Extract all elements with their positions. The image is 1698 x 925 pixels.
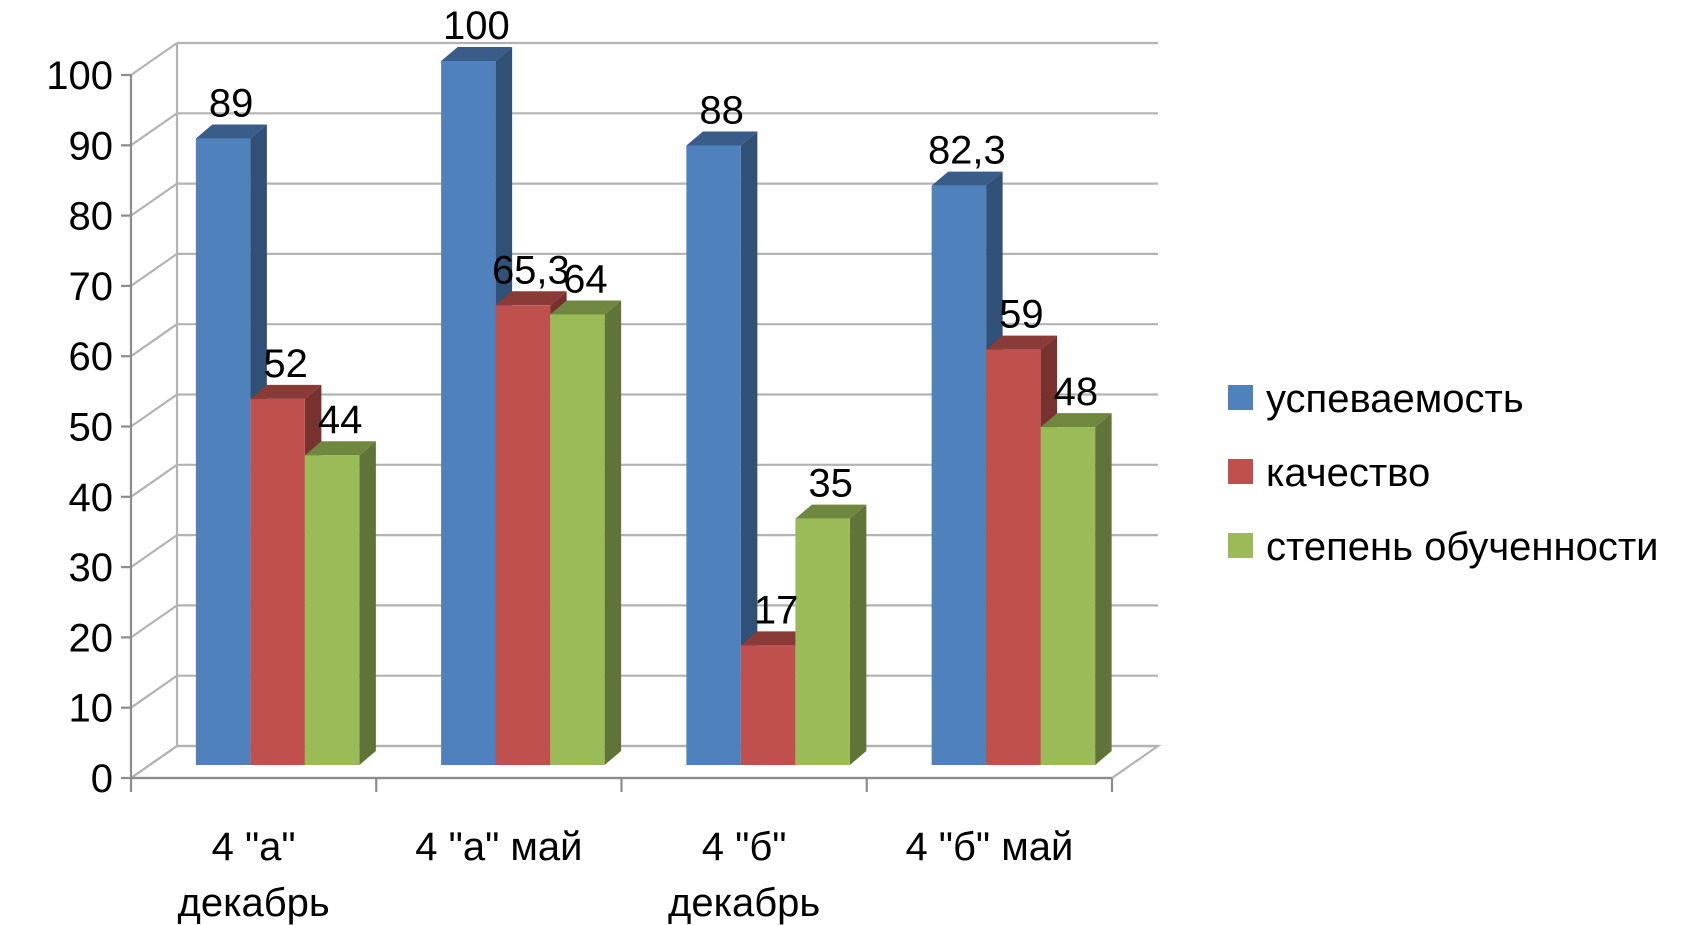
bar: [304, 455, 360, 765]
x-tick-label-line: декабрь: [178, 881, 330, 925]
bar-side: [359, 441, 376, 765]
gridline-side: [130, 604, 178, 639]
gridline-side: [130, 112, 178, 147]
x-tick-label: 4 "б" май: [905, 825, 1073, 869]
y-tick-label: 60: [69, 335, 114, 379]
y-tick-label: 0: [91, 757, 113, 801]
bar-side: [849, 504, 867, 765]
bar: [686, 145, 741, 766]
bar: [250, 398, 305, 765]
bar: [195, 138, 251, 765]
x-tick-label-line: 4 "а" май: [415, 825, 582, 869]
y-tick-label: 50: [69, 406, 114, 450]
bar: [1040, 427, 1096, 765]
x-tick-label-line: 4 "б": [702, 825, 787, 869]
gridline-side: [130, 252, 178, 287]
data-label: 48: [1054, 370, 1099, 414]
bar-top: [495, 291, 567, 306]
data-label: 17: [754, 588, 799, 632]
legend-label: успеваемость: [1266, 377, 1524, 421]
bar-side: [740, 131, 758, 766]
y-tick-label: 40: [69, 476, 114, 520]
x-tick-label: 4 "а" декабрь: [178, 825, 330, 925]
x-tick-label: 4 "а" май: [415, 825, 582, 869]
legend-swatch: [1228, 459, 1253, 484]
data-label: 82,3: [928, 129, 1006, 173]
bar-side: [1095, 413, 1112, 765]
data-label: 35: [808, 462, 853, 506]
y-tick-label: 100: [46, 54, 113, 98]
gridline-side: [130, 534, 178, 569]
gridline-side: [130, 674, 178, 709]
bar: [495, 305, 551, 765]
gridline-side: [130, 323, 178, 358]
gridline-side: [130, 42, 178, 76]
data-label: 59: [999, 293, 1044, 337]
bar: [550, 314, 605, 765]
legend-swatch: [1228, 385, 1253, 410]
bar-top: [686, 131, 758, 146]
bar-side: [604, 300, 622, 765]
bar-top: [250, 384, 322, 399]
data-label: 52: [263, 342, 308, 386]
data-label: 65,3: [492, 248, 570, 292]
data-label: 100: [443, 4, 510, 48]
bar-top: [986, 335, 1058, 350]
y-tick-label: 20: [69, 616, 114, 660]
data-label: 89: [209, 81, 254, 125]
bar-top: [931, 171, 1003, 186]
legend-label: качество: [1266, 451, 1430, 495]
y-tick-label: 10: [69, 687, 114, 731]
bar-top: [795, 504, 867, 519]
bar-top: [304, 441, 376, 456]
bar: [740, 645, 796, 765]
bar-top: [740, 631, 812, 646]
data-label: 64: [563, 257, 608, 301]
bar: [986, 349, 1041, 765]
bar-top: [195, 124, 267, 139]
x-tick-label: 4 "б" декабрь: [668, 825, 820, 925]
data-label: 88: [699, 88, 744, 132]
gridline-side: [130, 182, 178, 217]
x-tick-label-line: 4 "а": [212, 825, 296, 869]
bar: [795, 518, 850, 765]
bar-top: [550, 300, 622, 315]
x-tick-label-line: декабрь: [668, 881, 820, 925]
y-tick-label: 30: [69, 546, 114, 590]
legend-label: степень обученности: [1266, 525, 1659, 569]
gridline-side: [130, 393, 178, 428]
gridline-side: [130, 463, 178, 498]
legend-swatch: [1228, 533, 1253, 558]
bar: [931, 185, 987, 765]
data-label: 44: [318, 398, 363, 442]
bar-top: [1040, 413, 1112, 428]
bar-top: [441, 47, 513, 61]
x-tick-label-line: 4 "б" май: [905, 825, 1073, 869]
y-tick-label: 70: [69, 265, 114, 309]
y-tick-label: 80: [69, 195, 114, 239]
y-tick-label: 90: [69, 124, 114, 168]
bar: [441, 61, 496, 765]
